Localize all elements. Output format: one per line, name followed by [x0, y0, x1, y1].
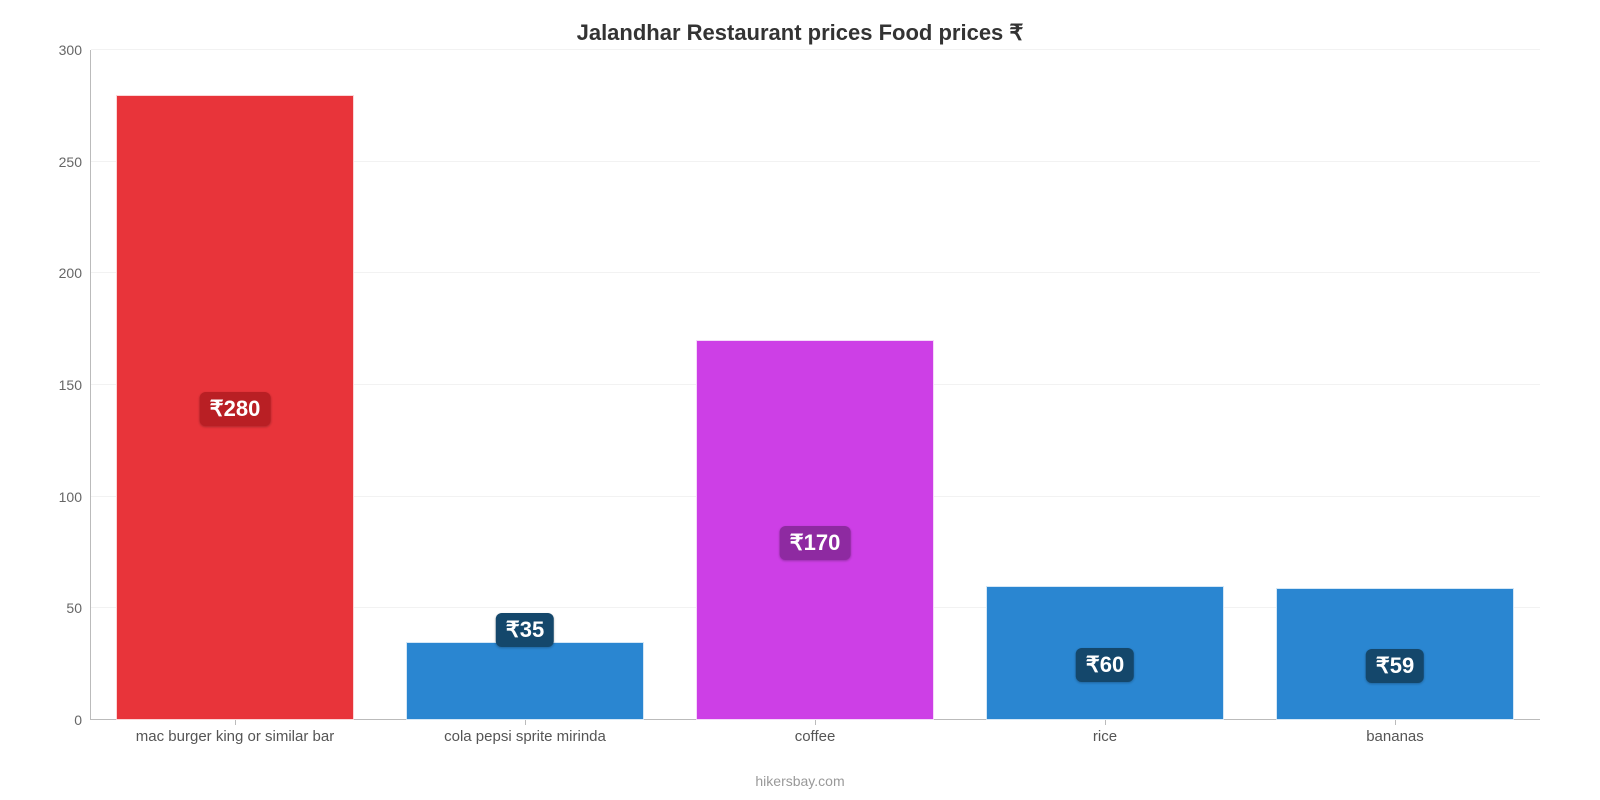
value-badge: ₹170 — [780, 526, 851, 560]
y-tick-label: 100 — [59, 489, 82, 505]
bar: ₹280 — [116, 95, 354, 720]
bar: ₹170 — [696, 340, 934, 720]
chart-title: Jalandhar Restaurant prices Food prices … — [40, 20, 1560, 46]
x-tick — [380, 720, 670, 725]
y-tick-label: 300 — [59, 42, 82, 58]
x-tick — [670, 720, 960, 725]
x-tick-marks — [90, 720, 1540, 725]
bar: ₹59 — [1276, 588, 1514, 720]
bar-slot: ₹35 — [380, 50, 670, 720]
bars-container: ₹280 ₹35 ₹170 ₹60 ₹59 — [90, 50, 1540, 720]
bar-slot: ₹280 — [90, 50, 380, 720]
bar-slot: ₹60 — [960, 50, 1250, 720]
x-tick — [960, 720, 1250, 725]
y-tick-label: 250 — [59, 154, 82, 170]
y-tick-label: 150 — [59, 377, 82, 393]
value-badge: ₹59 — [1366, 649, 1424, 683]
bar: ₹60 — [986, 586, 1224, 720]
bar: ₹35 — [406, 642, 644, 720]
chart-source: hikersbay.com — [40, 773, 1560, 789]
y-tick-label: 200 — [59, 265, 82, 281]
bar-slot: ₹170 — [670, 50, 960, 720]
value-badge: ₹35 — [496, 613, 554, 647]
y-tick-label: 0 — [74, 712, 82, 728]
y-tick-label: 50 — [66, 600, 82, 616]
bar-slot: ₹59 — [1250, 50, 1540, 720]
x-tick — [90, 720, 380, 725]
x-tick — [1250, 720, 1540, 725]
plot-area: 050100150200250300 ₹280₹35₹170₹60₹59 — [90, 50, 1540, 720]
value-badge: ₹280 — [200, 392, 271, 426]
y-axis: 050100150200250300 — [40, 50, 90, 720]
price-bar-chart: Jalandhar Restaurant prices Food prices … — [0, 0, 1600, 800]
value-badge: ₹60 — [1076, 648, 1134, 682]
